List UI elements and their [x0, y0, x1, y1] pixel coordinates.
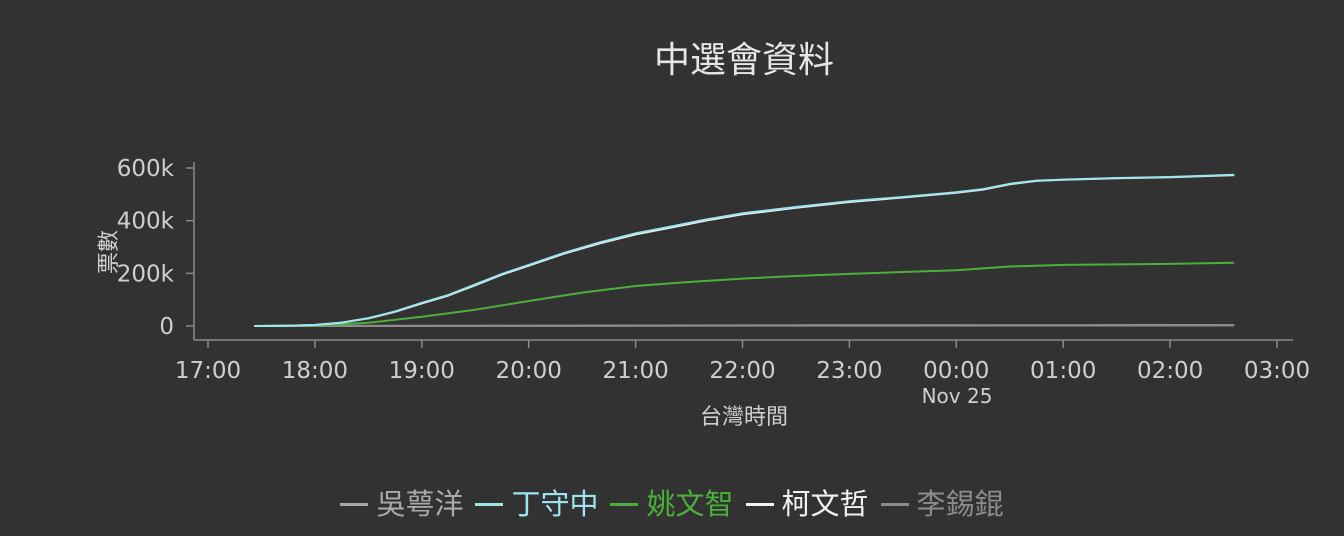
legend-swatch	[475, 503, 503, 506]
axes: 0 200k 400k 600k 17:00 18:00 19:00 20:00 21:00 2…	[117, 156, 1310, 384]
x-tick-label: 17:00	[175, 358, 241, 384]
legend-item[interactable]: 丁守中	[475, 484, 598, 524]
legend-item[interactable]: 吳萼洋	[340, 484, 463, 524]
series-line-3	[254, 175, 1234, 326]
series-line-2	[254, 263, 1234, 326]
x-tick-label: 18:00	[282, 358, 348, 384]
series-line-4	[254, 325, 1234, 326]
x-tick-label: 23:00	[816, 358, 882, 384]
legend-label: 吳萼洋	[376, 487, 463, 521]
x-tick-label: 02:00	[1137, 358, 1203, 384]
series-lines	[254, 175, 1234, 326]
y-tick-label: 400k	[117, 209, 175, 235]
y-axis-label: 票數	[97, 230, 122, 274]
y-tick-label: 200k	[117, 261, 175, 287]
legend-item[interactable]: 李錫錕	[881, 484, 1004, 524]
legend-item[interactable]: 姚文智	[610, 484, 733, 524]
legend-swatch	[746, 503, 774, 506]
legend-swatch	[610, 503, 638, 506]
y-tick-label: 0	[159, 314, 174, 340]
y-ticks: 0 200k 400k 600k	[117, 156, 194, 340]
legend-label: 李錫錕	[917, 487, 1004, 521]
x-tick-label: 01:00	[1030, 358, 1096, 384]
x-tick-label: 20:00	[496, 358, 562, 384]
legend-label: 姚文智	[646, 487, 733, 521]
legend-swatch	[881, 503, 909, 506]
legend-label: 丁守中	[511, 487, 598, 521]
chart-title: 中選會資料	[654, 40, 834, 81]
legend: 吳萼洋 丁守中 姚文智 柯文哲 李錫錕	[0, 484, 1344, 524]
legend-swatch	[340, 503, 368, 506]
legend-item[interactable]: 柯文哲	[746, 484, 869, 524]
x-tick-label: 22:00	[709, 358, 775, 384]
x-ticks: 17:00 18:00 19:00 20:00 21:00 22:00 23:00 00:00…	[175, 340, 1310, 384]
x-date-label: Nov 25	[922, 384, 993, 408]
y-tick-label: 600k	[117, 156, 175, 182]
x-axis-label: 台灣時間	[700, 405, 788, 430]
x-tick-label: 21:00	[602, 358, 668, 384]
series-line-1	[254, 175, 1234, 326]
x-tick-label: 19:00	[389, 358, 455, 384]
x-tick-label: 00:00	[923, 358, 989, 384]
x-tick-label: 03:00	[1244, 358, 1310, 384]
legend-label: 柯文哲	[782, 487, 869, 521]
